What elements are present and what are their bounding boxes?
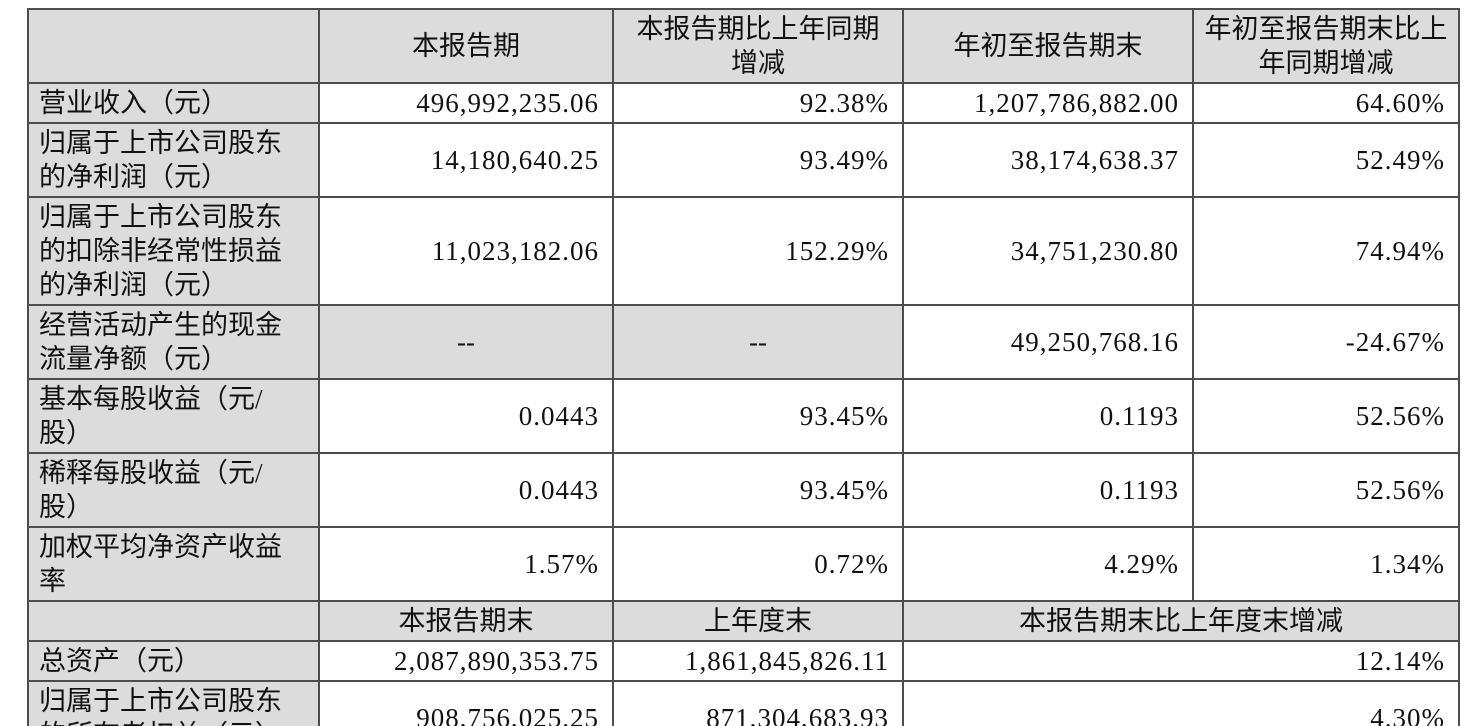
basic-eps-ytd: 0.1193 — [902, 378, 1194, 454]
operating-revenue-ytd: 1,207,786,882.00 — [902, 82, 1194, 124]
diluted-eps-yoy-change: 93.45% — [612, 452, 904, 528]
owners-equity-end-of-last-year: 871,304,683.93 — [612, 680, 904, 726]
operating-cash-flow-yoy-change: -- — [612, 304, 904, 380]
operating-revenue-ytd-change: 64.60% — [1192, 82, 1460, 124]
total-assets-change: 12.14% — [902, 640, 1460, 682]
label-net-profit-deducted: 归属于上市公司股东 的扣除非经常性损益 的净利润（元） — [27, 196, 320, 306]
label-diluted-eps: 稀释每股收益（元/ 股） — [27, 452, 320, 528]
table-row-total-assets: 总资产（元） 2,087,890,353.75 1,861,845,826.11… — [27, 640, 1460, 682]
owners-equity-end-of-period: 908,756,025.25 — [318, 680, 614, 726]
table-row-operating-cash-flow: 经营活动产生的现金 流量净额（元） -- -- 49,250,768.16 -2… — [27, 304, 1460, 380]
label-basic-eps: 基本每股收益（元/ 股） — [27, 378, 320, 454]
net-profit-yoy-change: 93.49% — [612, 122, 904, 198]
owners-equity-change: 4.30% — [902, 680, 1460, 726]
header-corner — [27, 8, 320, 84]
net-profit-deducted-current: 11,023,182.06 — [318, 196, 614, 306]
table-row-basic-eps: 基本每股收益（元/ 股） 0.0443 93.45% 0.1193 52.56% — [27, 378, 1460, 454]
table-row-weighted-roe: 加权平均净资产收益 率 1.57% 0.72% 4.29% 1.34% — [27, 526, 1460, 602]
header-bottom-corner — [27, 600, 320, 642]
weighted-roe-current: 1.57% — [318, 526, 614, 602]
operating-cash-flow-current: -- — [318, 304, 614, 380]
label-total-assets: 总资产（元） — [27, 640, 320, 682]
total-assets-end-of-last-year: 1,861,845,826.11 — [612, 640, 904, 682]
basic-eps-yoy-change: 93.45% — [612, 378, 904, 454]
header-period-vs-last-year: 本报告期末比上年度末增减 — [902, 600, 1460, 642]
net-profit-deducted-ytd: 34,751,230.80 — [902, 196, 1194, 306]
operating-cash-flow-ytd-change: -24.67% — [1192, 304, 1460, 380]
table-row-net-profit-deducted: 归属于上市公司股东 的扣除非经常性损益 的净利润（元） 11,023,182.0… — [27, 196, 1460, 306]
table-row-diluted-eps: 稀释每股收益（元/ 股） 0.0443 93.45% 0.1193 52.56% — [27, 452, 1460, 528]
header-row-top: 本报告期 本报告期比上年同期 增减 年初至报告期末 年初至报告期末比上 年同期增… — [27, 8, 1460, 84]
header-end-of-period: 本报告期末 — [318, 600, 614, 642]
header-end-of-last-year: 上年度末 — [612, 600, 904, 642]
header-ytd: 年初至报告期末 — [902, 8, 1194, 84]
weighted-roe-ytd-change: 1.34% — [1192, 526, 1460, 602]
header-row-bottom: 本报告期末 上年度末 本报告期末比上年度末增减 — [27, 600, 1460, 642]
diluted-eps-ytd-change: 52.56% — [1192, 452, 1460, 528]
key-financials-table: 本报告期 本报告期比上年同期 增减 年初至报告期末 年初至报告期末比上 年同期增… — [27, 8, 1460, 726]
basic-eps-ytd-change: 52.56% — [1192, 378, 1460, 454]
operating-revenue-current: 496,992,235.06 — [318, 82, 614, 124]
table-row-operating-revenue: 营业收入（元） 496,992,235.06 92.38% 1,207,786,… — [27, 82, 1460, 124]
label-operating-cash-flow: 经营活动产生的现金 流量净额（元） — [27, 304, 320, 380]
operating-cash-flow-ytd: 49,250,768.16 — [902, 304, 1194, 380]
net-profit-current: 14,180,640.25 — [318, 122, 614, 198]
operating-revenue-yoy-change: 92.38% — [612, 82, 904, 124]
net-profit-deducted-yoy-change: 152.29% — [612, 196, 904, 306]
table-row-owners-equity: 归属于上市公司股东 的所有者权益（元） 908,756,025.25 871,3… — [27, 680, 1460, 726]
diluted-eps-current: 0.0443 — [318, 452, 614, 528]
table-row-net-profit: 归属于上市公司股东 的净利润（元） 14,180,640.25 93.49% 3… — [27, 122, 1460, 198]
weighted-roe-ytd: 4.29% — [902, 526, 1194, 602]
weighted-roe-yoy-change: 0.72% — [612, 526, 904, 602]
label-net-profit: 归属于上市公司股东 的净利润（元） — [27, 122, 320, 198]
net-profit-deducted-ytd-change: 74.94% — [1192, 196, 1460, 306]
basic-eps-current: 0.0443 — [318, 378, 614, 454]
net-profit-ytd: 38,174,638.37 — [902, 122, 1194, 198]
total-assets-end-of-period: 2,087,890,353.75 — [318, 640, 614, 682]
header-current-period: 本报告期 — [318, 8, 614, 84]
diluted-eps-ytd: 0.1193 — [902, 452, 1194, 528]
net-profit-ytd-change: 52.49% — [1192, 122, 1460, 198]
label-operating-revenue: 营业收入（元） — [27, 82, 320, 124]
header-ytd-yoy: 年初至报告期末比上 年同期增减 — [1192, 8, 1460, 84]
label-weighted-roe: 加权平均净资产收益 率 — [27, 526, 320, 602]
label-owners-equity: 归属于上市公司股东 的所有者权益（元） — [27, 680, 320, 726]
header-current-period-yoy: 本报告期比上年同期 增减 — [612, 8, 904, 84]
